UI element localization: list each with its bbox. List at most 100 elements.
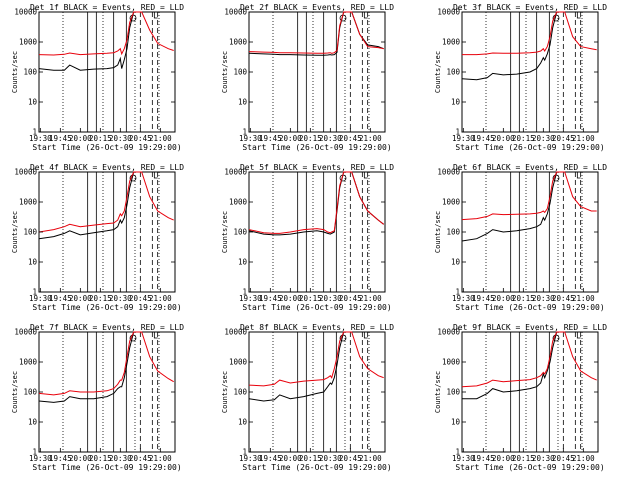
corner-marker-icon (153, 332, 158, 339)
y-tick-label: 1000 (442, 198, 461, 207)
y-axis-label: Counts/sec (221, 211, 229, 253)
y-tick-label: 100 (233, 388, 247, 397)
y-tick-label: 10000 (224, 328, 247, 337)
y-tick-label: 10000 (14, 168, 37, 177)
x-axis-label: Start Time (26-Oct-09 19:29:00) (455, 143, 604, 152)
x-tick-label: 19:45 (472, 134, 495, 143)
y-axis-label: Counts/sec (221, 51, 229, 93)
series-events (38, 331, 174, 403)
series-events (38, 11, 174, 71)
y-tick-label: 10 (28, 258, 38, 267)
series-lld (248, 171, 385, 234)
x-tick-label: 20:00 (492, 454, 515, 463)
series-events (461, 171, 597, 242)
panel-det-5: 1 10 100 1000 10000 19:3019:4520:0020:1520:30… (221, 163, 394, 312)
y-tick-label: 100 (446, 68, 460, 77)
panel-det-2: 1 10 100 1000 10000 19:3019:4520:0020:1520:30… (221, 3, 394, 152)
x-tick-label: 20:00 (69, 454, 92, 463)
x-tick-label: 20:45 (552, 134, 575, 143)
x-axis-label: Start Time (26-Oct-09 19:29:00) (455, 303, 604, 312)
y-tick-label: 1 (455, 288, 460, 297)
x-tick-label: 20:45 (339, 454, 362, 463)
series-lld (248, 11, 384, 54)
x-tick-label: 20:45 (339, 294, 362, 303)
y-tick-label: 10 (451, 418, 461, 427)
x-tick-label: 20:00 (492, 294, 515, 303)
x-axis-label: Start Time (26-Oct-09 19:29:00) (32, 463, 181, 472)
y-tick-label: 10 (451, 98, 461, 107)
series-lld (38, 171, 174, 233)
corner-marker-icon (363, 172, 368, 179)
x-tick-label: 21:00 (572, 454, 595, 463)
y-tick-label: 1 (242, 448, 247, 457)
y-axis-label: Counts/sec (11, 211, 19, 253)
y-tick-label: 1000 (229, 198, 248, 207)
x-tick-label: 20:15 (512, 454, 535, 463)
x-tick-label: 19:45 (259, 294, 282, 303)
corner-marker-icon (153, 12, 158, 19)
y-tick-label: 10 (28, 418, 38, 427)
x-tick-label: 19:30 (29, 134, 52, 143)
y-tick-label: 1000 (229, 358, 248, 367)
x-axis-label: Start Time (26-Oct-09 19:29:00) (455, 463, 604, 472)
x-axis-label: Start Time (26-Oct-09 19:29:00) (242, 303, 391, 312)
series-events (248, 331, 384, 402)
panel-title: Det 9f BLACK = Events, RED = LLD (453, 323, 607, 332)
x-tick-label: 21:00 (149, 454, 172, 463)
y-tick-label: 10000 (437, 168, 460, 177)
y-tick-label: 10 (238, 98, 248, 107)
x-tick-label: 20:30 (319, 134, 342, 143)
y-tick-label: 1000 (19, 38, 38, 47)
y-tick-label: 10000 (437, 328, 460, 337)
y-tick-label: 10 (451, 258, 461, 267)
corner-marker-icon (576, 12, 581, 19)
x-tick-label: 21:00 (149, 294, 172, 303)
x-tick-label: 20:30 (109, 294, 132, 303)
y-axis-label: Counts/sec (434, 51, 442, 93)
x-tick-label: 20:00 (492, 134, 515, 143)
x-tick-label: 19:30 (239, 454, 262, 463)
x-tick-label: 21:00 (359, 134, 382, 143)
y-tick-label: 10000 (14, 8, 37, 17)
y-tick-label: 1 (242, 288, 247, 297)
y-tick-label: 1 (242, 128, 247, 137)
panel-det-8: 1 10 100 1000 10000 19:3019:4520:0020:1520:30… (221, 323, 394, 472)
x-axis-label: Start Time (26-Oct-09 19:29:00) (242, 463, 391, 472)
y-tick-label: 1 (455, 128, 460, 137)
x-tick-label: 20:15 (89, 134, 112, 143)
corner-marker-icon (576, 332, 581, 339)
x-tick-label: 19:45 (49, 454, 72, 463)
series-lld (248, 331, 384, 387)
y-axis-label: Counts/sec (434, 211, 442, 253)
x-tick-label: 19:45 (259, 454, 282, 463)
panel-title: Det 1f BLACK = Events, RED = LLD (30, 3, 184, 12)
detector-panels: 11010010001000019:3019:4520:0020:1520:30… (11, 3, 607, 472)
y-tick-label: 100 (233, 228, 247, 237)
y-tick-label: 1000 (19, 358, 38, 367)
panel-title: Det 6f BLACK = Events, RED = LLD (453, 163, 607, 172)
panel-title: Det 2f BLACK = Events, RED = LLD (240, 3, 394, 12)
x-tick-label: 20:00 (279, 454, 302, 463)
x-tick-label: 20:15 (512, 134, 535, 143)
x-tick-label: 19:45 (259, 134, 282, 143)
corner-marker-icon (363, 332, 368, 339)
series-lld (38, 11, 174, 56)
y-tick-label: 10000 (224, 168, 247, 177)
y-tick-label: 1000 (442, 358, 461, 367)
y-tick-label: 1000 (442, 38, 461, 47)
x-tick-label: 20:30 (532, 294, 555, 303)
y-tick-label: 100 (23, 68, 37, 77)
x-tick-label: 19:45 (49, 294, 72, 303)
x-tick-label: 19:30 (29, 454, 52, 463)
y-tick-label: 10 (238, 418, 248, 427)
y-tick-label: 1 (32, 128, 37, 137)
x-tick-label: 21:00 (572, 294, 595, 303)
y-tick-label: 10000 (437, 8, 460, 17)
x-tick-label: 19:45 (49, 134, 72, 143)
x-tick-label: 20:15 (299, 294, 322, 303)
panel-det-7: 1 10 100 1000 10000 19:3019:4520:0020:1520:30… (11, 323, 184, 472)
y-tick-label: 100 (446, 388, 460, 397)
y-tick-label: 100 (233, 68, 247, 77)
